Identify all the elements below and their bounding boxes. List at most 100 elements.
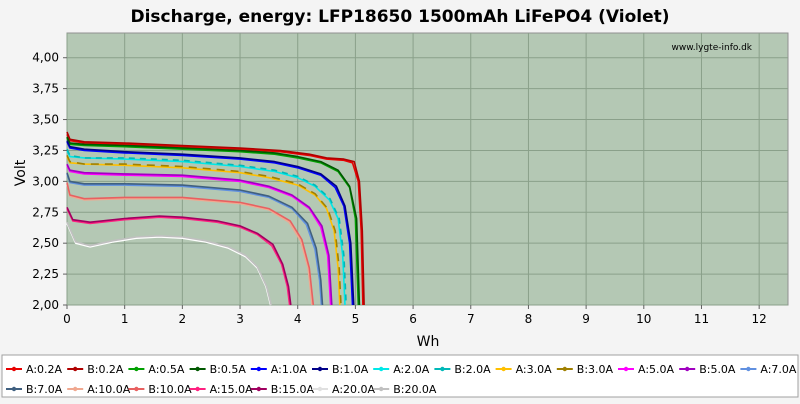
- series-line-b-10.0a: [66, 182, 315, 306]
- legend-label: B:1.0A: [332, 363, 369, 376]
- legend-item: B:0.5A: [189, 363, 247, 376]
- series-line-a-2.0a: [66, 150, 346, 306]
- y-tick-label: 3,00: [32, 174, 59, 188]
- y-tick-label: 3,75: [32, 82, 59, 96]
- legend-item: B:20.0A: [373, 383, 437, 396]
- legend-marker: [134, 366, 139, 372]
- series-line-a-1.0a: [66, 141, 354, 306]
- series-line-a-5.0a: [66, 164, 332, 306]
- legend-marker: [134, 386, 139, 392]
- legend-marker: [746, 366, 751, 372]
- plot-area: [66, 32, 789, 306]
- series-line-b-7.0a: [66, 172, 324, 306]
- legend-item: B:3.0A: [556, 363, 614, 376]
- x-tick-label: 1: [121, 312, 129, 326]
- legend-marker: [685, 366, 690, 372]
- legend-item: A:15.0A: [189, 383, 254, 396]
- legend-item: A:3.0A: [495, 363, 553, 376]
- x-tick-label: 2: [179, 312, 187, 326]
- legend-marker: [317, 366, 323, 372]
- y-tick-label: 2,50: [32, 236, 59, 250]
- y-tick-label: 2,00: [32, 298, 59, 312]
- series-line-b-0.5a: [66, 136, 361, 306]
- legend-label: B:3.0A: [577, 363, 614, 376]
- legend-marker: [11, 366, 17, 372]
- legend-marker: [195, 366, 200, 372]
- watermark: www.lygte-info.dk: [672, 43, 753, 53]
- legend-marker: [73, 366, 78, 372]
- legend-label: B:20.0A: [393, 383, 437, 396]
- legend-marker: [317, 386, 323, 392]
- legend-item: B:10.0A: [128, 383, 192, 396]
- legend-marker: [440, 366, 445, 372]
- x-tick-label: 10: [636, 312, 651, 326]
- series-line-a-7.0a: [66, 173, 323, 306]
- series-line-a-10.0a: [66, 183, 313, 306]
- legend-item: B:7.0A: [6, 383, 63, 396]
- legend-marker: [379, 366, 384, 372]
- legend-item: A:0.5A: [128, 363, 185, 376]
- legend-item: B:5.0A: [679, 363, 736, 376]
- legend-label: A:15.0A: [210, 383, 254, 396]
- x-tick-label: 12: [752, 312, 767, 326]
- y-axis-label: Volt: [13, 159, 29, 186]
- series-lines: [66, 131, 365, 306]
- y-tick-label: 2,25: [32, 267, 59, 281]
- series-line-a-0.2a: [66, 134, 364, 306]
- chart-title: Discharge, energy: LFP18650 1500mAh LiFe…: [130, 7, 669, 27]
- x-tick-label: 6: [409, 312, 417, 326]
- legend-item: A:2.0A: [373, 363, 430, 376]
- series-line-b-1.0a: [66, 140, 355, 306]
- legend-label: B:10.0A: [148, 383, 192, 396]
- x-tick-label: 0: [63, 312, 71, 326]
- legend-item: B:2.0A: [434, 363, 491, 376]
- series-line-b-2.0a: [66, 148, 347, 306]
- axes: 0 1 2 3 4 5 6 7 8 9 10 11 122,002,252,502,753,003,25…: [32, 51, 767, 326]
- legend: A:0.2A B:0.2A A:0.5A B:0.5A A:1.0A B:1.0A A:2.…: [1, 354, 799, 398]
- legend-label: A:1.0A: [271, 363, 308, 376]
- legend-label: A:7.0A: [760, 363, 797, 376]
- x-tick-label: 9: [582, 312, 590, 326]
- y-tick-label: 2,75: [32, 205, 59, 219]
- legend-label: A:10.0A: [87, 383, 131, 396]
- series-line-a-15.0a: [66, 208, 291, 306]
- legend-item: A:20.0A: [312, 383, 376, 396]
- legend-item: B:1.0A: [312, 363, 369, 376]
- legend-label: A:5.0A: [638, 363, 675, 376]
- x-tick-label: 7: [467, 312, 475, 326]
- legend-item: A:0.2A: [6, 363, 63, 376]
- legend-item: A:7.0A: [740, 363, 797, 376]
- legend-label: B:15.0A: [271, 383, 315, 396]
- series-line-b-3.0a: [66, 155, 342, 306]
- legend-label: A:0.2A: [26, 363, 63, 376]
- legend-label: A:20.0A: [332, 383, 376, 396]
- series-line-b-5.0a: [66, 163, 333, 306]
- legend-label: B:0.2A: [87, 363, 124, 376]
- legend-marker: [195, 386, 200, 392]
- legend-item: A:5.0A: [618, 363, 675, 376]
- legend-label: B:0.5A: [210, 363, 247, 376]
- legend-marker: [256, 386, 261, 392]
- legend-marker: [73, 386, 78, 392]
- x-axis-label: Wh: [417, 334, 440, 350]
- x-tick-label: 5: [352, 312, 360, 326]
- legend-item: B:0.2A: [67, 363, 124, 376]
- legend-marker: [256, 366, 261, 372]
- legend-label: A:0.5A: [148, 363, 185, 376]
- y-tick-label: 3,25: [32, 143, 59, 157]
- x-tick-label: 11: [694, 312, 709, 326]
- legend-item: B:15.0A: [250, 383, 315, 396]
- x-tick-label: 8: [525, 312, 533, 326]
- legend-label: A:3.0A: [516, 363, 553, 376]
- legend-marker: [623, 366, 629, 372]
- legend-label: A:2.0A: [393, 363, 430, 376]
- legend-label: B:7.0A: [26, 383, 63, 396]
- series-line-b-15.0a: [66, 206, 292, 306]
- legend-marker: [11, 386, 17, 392]
- legend-marker: [501, 366, 506, 372]
- legend-marker: [379, 386, 384, 392]
- legend-label: B:5.0A: [699, 363, 736, 376]
- x-tick-label: 4: [294, 312, 302, 326]
